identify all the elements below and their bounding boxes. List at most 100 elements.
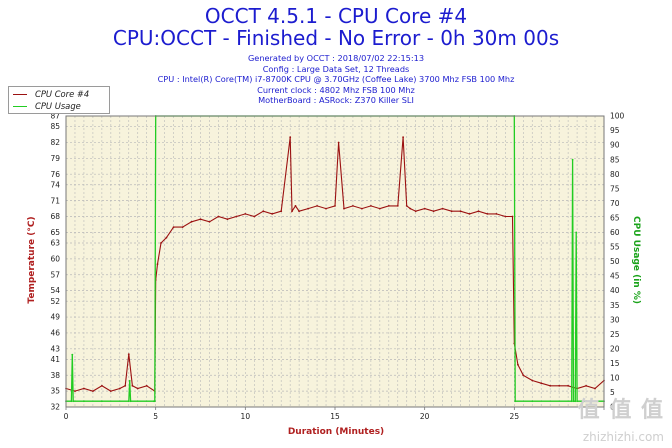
chart-title: OCCT 4.5.1 - CPU Core #4 [204,4,468,28]
x-tick-label: 5 [153,412,158,421]
usage-point [71,353,74,356]
y2-tick-label: 45 [610,272,620,281]
y-tick-label: 38 [50,371,60,380]
temp-point [235,215,238,218]
y-tick-label: 87 [50,112,60,121]
usage-point [514,400,517,403]
y2-tick-label: 90 [610,141,620,150]
temp-point [549,384,552,387]
y2-tick-label: 80 [610,170,620,179]
y2-tick-label: 70 [610,199,620,208]
temp-point [74,390,76,392]
usage-point [574,400,577,403]
temp-point [486,213,489,215]
y-tick-label: 60 [50,254,60,263]
y-tick-label: 68 [50,212,60,221]
temp-point [396,205,399,207]
x-tick-label: 10 [241,412,251,421]
y-tick-label: 49 [50,313,60,322]
temp-point [477,210,480,213]
info-cpu: CPU : Intel(R) Core(TM) i7-8700K CPU @ 3… [157,74,515,85]
temp-point [531,379,534,382]
temp-point [217,215,220,218]
info-clock: Current clock : 4802 Mhz FSB 100 Mhz [257,84,415,95]
y2-tick-label: 30 [610,315,620,324]
legend: CPU Core #4 CPU Usage [8,86,110,114]
temp-point [409,207,412,210]
y2-tick-label: 0 [610,403,615,412]
y2-tick-label: 100 [610,112,625,121]
y-tick-label: 82 [50,138,60,147]
temp-point [468,213,471,215]
temp-point [226,218,229,221]
temp-point [316,205,318,207]
usage-point [153,400,156,403]
temp-point [361,207,363,210]
watermark-site: zhizhizhi.com [582,430,664,444]
info-config: Config : Large Data Set, 12 Threads [262,63,410,74]
temp-point [83,387,85,390]
temp-point [131,384,134,387]
temp-point [558,384,561,387]
usage-point [83,400,85,403]
y2-tick-label: 75 [610,184,620,193]
temp-point [504,215,507,218]
y-tick-label: 71 [50,196,60,205]
temp-point [145,384,148,387]
usage-point [72,400,75,403]
temp-point [160,242,162,244]
y2-tick-label: 85 [610,155,620,164]
y2-tick-label: 50 [610,257,620,266]
legend-label-temp: CPU Core #4 [35,89,90,99]
y-tick-label: 63 [50,239,60,248]
temp-point [262,210,265,213]
y-tick-label: 35 [50,387,60,396]
info-generated: Generated by OCCT : 2018/07/02 22:15:13 [247,53,425,63]
temp-point [253,215,256,218]
temp-point [294,205,297,207]
temp-point [199,218,202,221]
y2-tick-label: 95 [610,126,620,135]
y-tick-label: 65 [50,228,60,237]
temp-point [405,205,408,207]
temp-point [92,390,94,392]
y-tick-label: 54 [50,286,60,295]
x-tick-label: 15 [330,412,340,421]
temp-point [172,226,175,229]
x-tick-label: 25 [510,412,520,421]
temp-point [208,220,211,223]
temp-point [352,205,354,207]
temp-point [594,387,596,390]
y2-tick-label: 15 [610,359,620,368]
legend-item-usage: CPU Usage [13,100,81,112]
y-tick-label: 76 [50,170,60,179]
temp-point [124,384,127,387]
temp-point [289,136,292,139]
usage-point [128,379,131,382]
temp-point [334,205,336,207]
temp-point [378,207,381,210]
usage-point [575,231,578,234]
x-tick-label: 20 [420,412,430,421]
y2-tick-label: 55 [610,243,620,252]
temp-point [459,210,462,213]
y2-tick-label: 40 [610,286,620,295]
usage-point [129,400,132,403]
y-axis-title: Temperature (°C) [27,216,37,304]
temp-point [370,205,372,207]
info-motherboard: MotherBoard : ASRock: Z370 Killer SLI [258,95,414,106]
temp-point [118,387,121,390]
temp-point [298,210,300,213]
y-tick-label: 43 [50,344,60,353]
usage-point [570,400,573,403]
usage-point [531,400,534,403]
usage-point [70,400,73,403]
temp-point [165,236,168,239]
usage-point [585,400,587,403]
y-tick-label: 74 [50,180,60,189]
temp-point [136,387,139,390]
temp-point [156,263,159,265]
y-tick-label: 41 [50,355,60,364]
x-axis-title: Duration (Minutes) [287,427,385,437]
